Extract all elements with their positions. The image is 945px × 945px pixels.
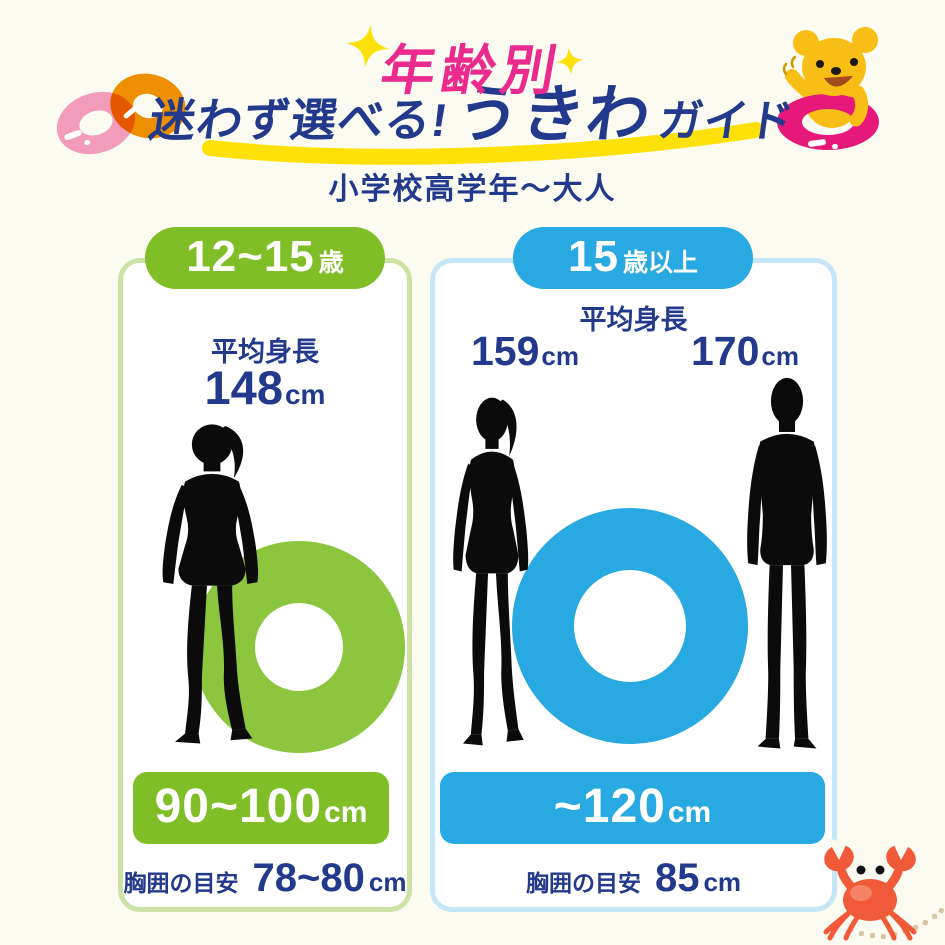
chest-unit: cm [703,867,742,897]
age-pill-suffix: 歳以上 [622,249,698,277]
height-number: 148 [204,361,283,414]
avg-height-value-male: 170 cm [675,328,815,375]
avg-height-value-female: 159 cm [455,328,595,375]
age-pill-main: 12~15 [186,232,315,281]
chest-label: 胸囲の目安 [123,870,239,896]
height-unit: cm [541,341,579,371]
age-pill-12-15: 12~15 歳 [145,227,385,289]
ring-size-value: ~120 [553,780,666,833]
swim-ring-graphic-blue [512,508,748,744]
height-number: 170 [691,328,760,374]
ring-size-value: 90~100 [154,780,323,833]
height-unit: cm [761,341,799,371]
bear-mascot-icon [777,27,879,150]
avg-height-label-left: 平均身長 [211,337,319,367]
ring-size-unit: cm [667,796,712,829]
age-pill-main: 15 [568,232,619,281]
height-number: 159 [471,328,540,374]
subtitle: 小学校高学年～大人 [328,173,617,206]
age-pill-suffix: 歳 [318,249,344,277]
girl-silhouette-icon [162,424,259,744]
chest-value: 78~80 [252,856,365,900]
height-unit: cm [284,379,326,410]
chest-value: 85 [654,856,700,900]
woman-silhouette-icon [453,397,529,746]
man-silhouette-icon [747,377,827,749]
crab-icon [823,838,945,941]
sparkle-icon-left [346,24,390,68]
ring-size-band-blue: ~120 cm [440,772,825,844]
chest-row-left: 胸囲の目安 78~80 cm [118,856,412,901]
ring-size-unit: cm [324,796,368,829]
age-pill-15-plus: 15 歳以上 [513,227,753,289]
swim-rings-decoration-icon [56,73,186,155]
chest-label: 胸囲の目安 [525,870,641,896]
ring-size-band-green: 90~100 cm [133,772,389,844]
chest-row-right: 胸囲の目安 85 cm [430,856,837,901]
guide-title-part3: ガイド [655,97,798,146]
avg-height-value-left: 148 cm [118,360,412,415]
chest-unit: cm [368,867,407,897]
title-underline [202,122,764,165]
age-badge-title: 年齢別 [376,41,567,101]
sparkle-icon-right [556,47,584,75]
avg-height-label-right: 平均身長 [579,305,688,335]
